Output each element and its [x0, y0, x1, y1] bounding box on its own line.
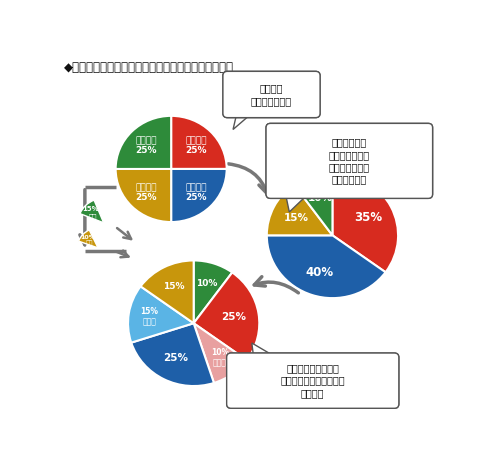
Text: 投資の結果、
株式は値上がり
したが、債券は
値下がりした: 投資の結果、 株式は値上がり したが、債券は 値下がりした: [329, 137, 370, 185]
Wedge shape: [194, 323, 247, 383]
Wedge shape: [333, 172, 398, 272]
Polygon shape: [286, 194, 308, 212]
Text: 10%
分売る: 10% 分売る: [211, 349, 229, 367]
Text: 10%: 10%: [197, 279, 218, 288]
Text: ◆資産配分のゆがみを調整する「リバランス」とは？: ◆資産配分のゆがみを調整する「リバランス」とは？: [64, 62, 234, 74]
Wedge shape: [116, 169, 171, 222]
Text: 国内債券
25%: 国内債券 25%: [136, 183, 157, 202]
Wedge shape: [294, 172, 333, 235]
Polygon shape: [233, 113, 252, 130]
Wedge shape: [128, 286, 194, 343]
Text: 35%: 35%: [355, 211, 383, 224]
Text: 10%分
買う: 10%分 買う: [80, 234, 99, 246]
Wedge shape: [171, 169, 227, 222]
FancyBboxPatch shape: [227, 353, 399, 408]
Text: 40%: 40%: [306, 266, 334, 279]
FancyBboxPatch shape: [266, 123, 433, 199]
Wedge shape: [194, 260, 232, 323]
Wedge shape: [131, 323, 214, 386]
FancyBboxPatch shape: [223, 71, 320, 117]
Text: 15%分
買う: 15%分 買う: [83, 206, 104, 220]
Text: 15%: 15%: [163, 282, 185, 291]
Text: 15%: 15%: [284, 212, 309, 223]
Wedge shape: [171, 116, 227, 169]
Text: 10%: 10%: [307, 193, 333, 203]
Text: 株式を売って債券を
買うことで、配分比率を
調整する: 株式を売って債券を 買うことで、配分比率を 調整する: [280, 363, 345, 398]
FancyBboxPatch shape: [223, 71, 320, 117]
Wedge shape: [140, 260, 194, 323]
Text: 購入時の
配分比率（例）: 購入時の 配分比率（例）: [251, 83, 292, 106]
Text: 外国株式
25%: 外国株式 25%: [185, 183, 207, 202]
Wedge shape: [194, 273, 259, 360]
Wedge shape: [267, 235, 386, 298]
Wedge shape: [116, 116, 171, 169]
FancyBboxPatch shape: [266, 123, 433, 199]
Text: 25%: 25%: [163, 353, 188, 363]
Wedge shape: [78, 230, 98, 248]
Wedge shape: [80, 200, 104, 223]
Text: 25%: 25%: [221, 312, 246, 322]
Text: 外国債券
25%: 外国債券 25%: [136, 136, 157, 155]
FancyBboxPatch shape: [227, 353, 399, 408]
Text: 国内株式
25%: 国内株式 25%: [185, 136, 207, 155]
Text: 15%
分売る: 15% 分売る: [140, 307, 159, 326]
Polygon shape: [252, 343, 276, 357]
Wedge shape: [267, 185, 333, 235]
